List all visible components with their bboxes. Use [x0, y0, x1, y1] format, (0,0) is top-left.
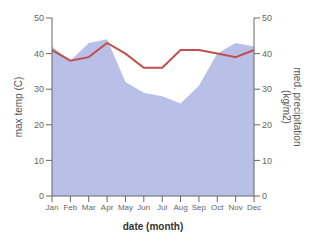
svg-text:40: 40 — [262, 49, 272, 59]
svg-text:Jul: Jul — [157, 203, 167, 212]
svg-text:20: 20 — [262, 120, 272, 130]
svg-text:Apr: Apr — [101, 203, 114, 212]
svg-text:10: 10 — [34, 156, 44, 166]
svg-text:50: 50 — [262, 13, 272, 23]
svg-text:med. precipitation(kg/m2): med. precipitation(kg/m2) — [282, 68, 304, 147]
svg-text:Oct: Oct — [211, 203, 224, 212]
svg-text:Aug: Aug — [173, 203, 187, 212]
svg-text:May: May — [118, 203, 133, 212]
svg-text:40: 40 — [34, 49, 44, 59]
svg-text:Jun: Jun — [137, 203, 150, 212]
svg-text:date (month): date (month) — [123, 221, 184, 232]
svg-text:max temp (C): max temp (C) — [13, 77, 24, 138]
svg-text:Nov: Nov — [229, 203, 243, 212]
svg-text:50: 50 — [34, 13, 44, 23]
svg-text:Sep: Sep — [192, 203, 207, 212]
svg-text:0: 0 — [39, 191, 44, 201]
svg-text:30: 30 — [34, 84, 44, 94]
svg-text:10: 10 — [262, 156, 272, 166]
svg-text:0: 0 — [262, 191, 267, 201]
svg-text:Feb: Feb — [63, 203, 77, 212]
svg-text:Jan: Jan — [46, 203, 59, 212]
svg-text:Dec: Dec — [247, 203, 261, 212]
svg-text:30: 30 — [262, 84, 272, 94]
svg-text:20: 20 — [34, 120, 44, 130]
svg-text:Mar: Mar — [82, 203, 96, 212]
